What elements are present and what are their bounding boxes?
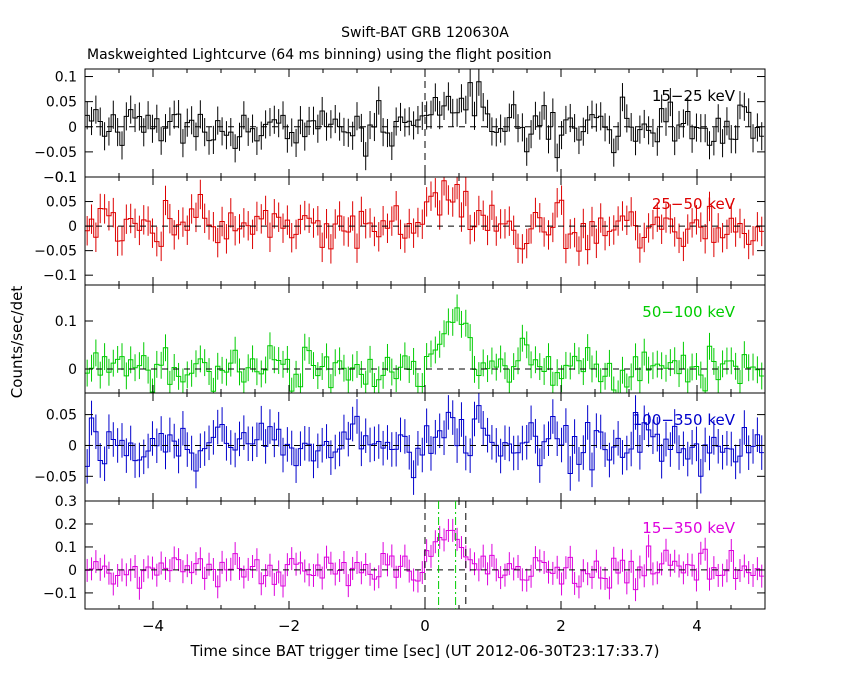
x-tick-label: 2 xyxy=(556,617,566,635)
y-tick-label: 0 xyxy=(68,120,77,136)
y-tick-label: −0.1 xyxy=(43,170,77,186)
y-tick-label: −0.05 xyxy=(34,145,77,161)
x-tick-label: 0 xyxy=(420,617,430,635)
y-tick-label: 0 xyxy=(68,563,77,579)
y-axis-label: Counts/sec/det xyxy=(8,286,26,399)
series-line xyxy=(85,405,764,479)
y-tick-label: −0.1 xyxy=(43,268,77,284)
y-tick-label: 0.3 xyxy=(55,494,77,510)
y-tick-label: −0.05 xyxy=(34,244,77,260)
panel-5: −0.1 0 0.1 0.2 0.3 15−350 keV xyxy=(43,494,766,610)
panel-label: 15−350 keV xyxy=(642,519,735,537)
panel-label: 100−350 keV xyxy=(633,411,736,429)
panel-1: −0.1 −0.05 0 0.05 0.1 15−25 keV xyxy=(34,68,766,186)
y-tick-label: 0.05 xyxy=(46,95,77,111)
x-tick-label: −2 xyxy=(278,617,300,635)
y-tick-label: 0.05 xyxy=(46,195,77,211)
y-tick-label: 0.1 xyxy=(55,70,77,86)
x-tick-label: 4 xyxy=(692,617,702,635)
y-tick-label: 0.2 xyxy=(55,517,77,533)
series-line xyxy=(85,529,764,591)
panel-label: 15−25 keV xyxy=(652,87,736,105)
chart-subtitle: Maskweighted Lightcurve (64 ms binning) … xyxy=(87,47,552,63)
panel-3: 0 0.1 50−100 keV xyxy=(55,284,766,394)
y-tick-label: 0 xyxy=(68,438,77,454)
y-tick-label: 0.1 xyxy=(55,170,77,186)
y-tick-label: 0.1 xyxy=(55,314,77,330)
panel-label: 25−50 keV xyxy=(652,195,736,213)
panel-4: −0.05 0 0.05 100−350 keV xyxy=(34,392,766,502)
series-line xyxy=(85,180,764,252)
y-tick-label: 0.05 xyxy=(46,408,77,424)
y-tick-label: −0.05 xyxy=(34,469,77,485)
panel-2: −0.1 −0.05 0 0.05 0.1 25−50 keV xyxy=(34,170,766,286)
y-tick-label: −0.1 xyxy=(43,586,77,602)
y-tick-label: 0 xyxy=(68,362,77,378)
y-tick-label: 0.1 xyxy=(55,540,77,556)
y-tick-label: 0 xyxy=(68,219,77,235)
x-tick-label: −4 xyxy=(142,617,164,635)
x-axis-label: Time since BAT trigger time [sec] (UT 20… xyxy=(190,642,660,660)
series-line xyxy=(85,81,764,159)
panels-group: −0.1 −0.05 0 0.05 0.1 15−25 keV −0.1 −0.05 0 0.05… xyxy=(34,68,766,635)
chart-title: Swift-BAT GRB 120630A xyxy=(341,25,509,41)
panel-label: 50−100 keV xyxy=(642,303,735,321)
